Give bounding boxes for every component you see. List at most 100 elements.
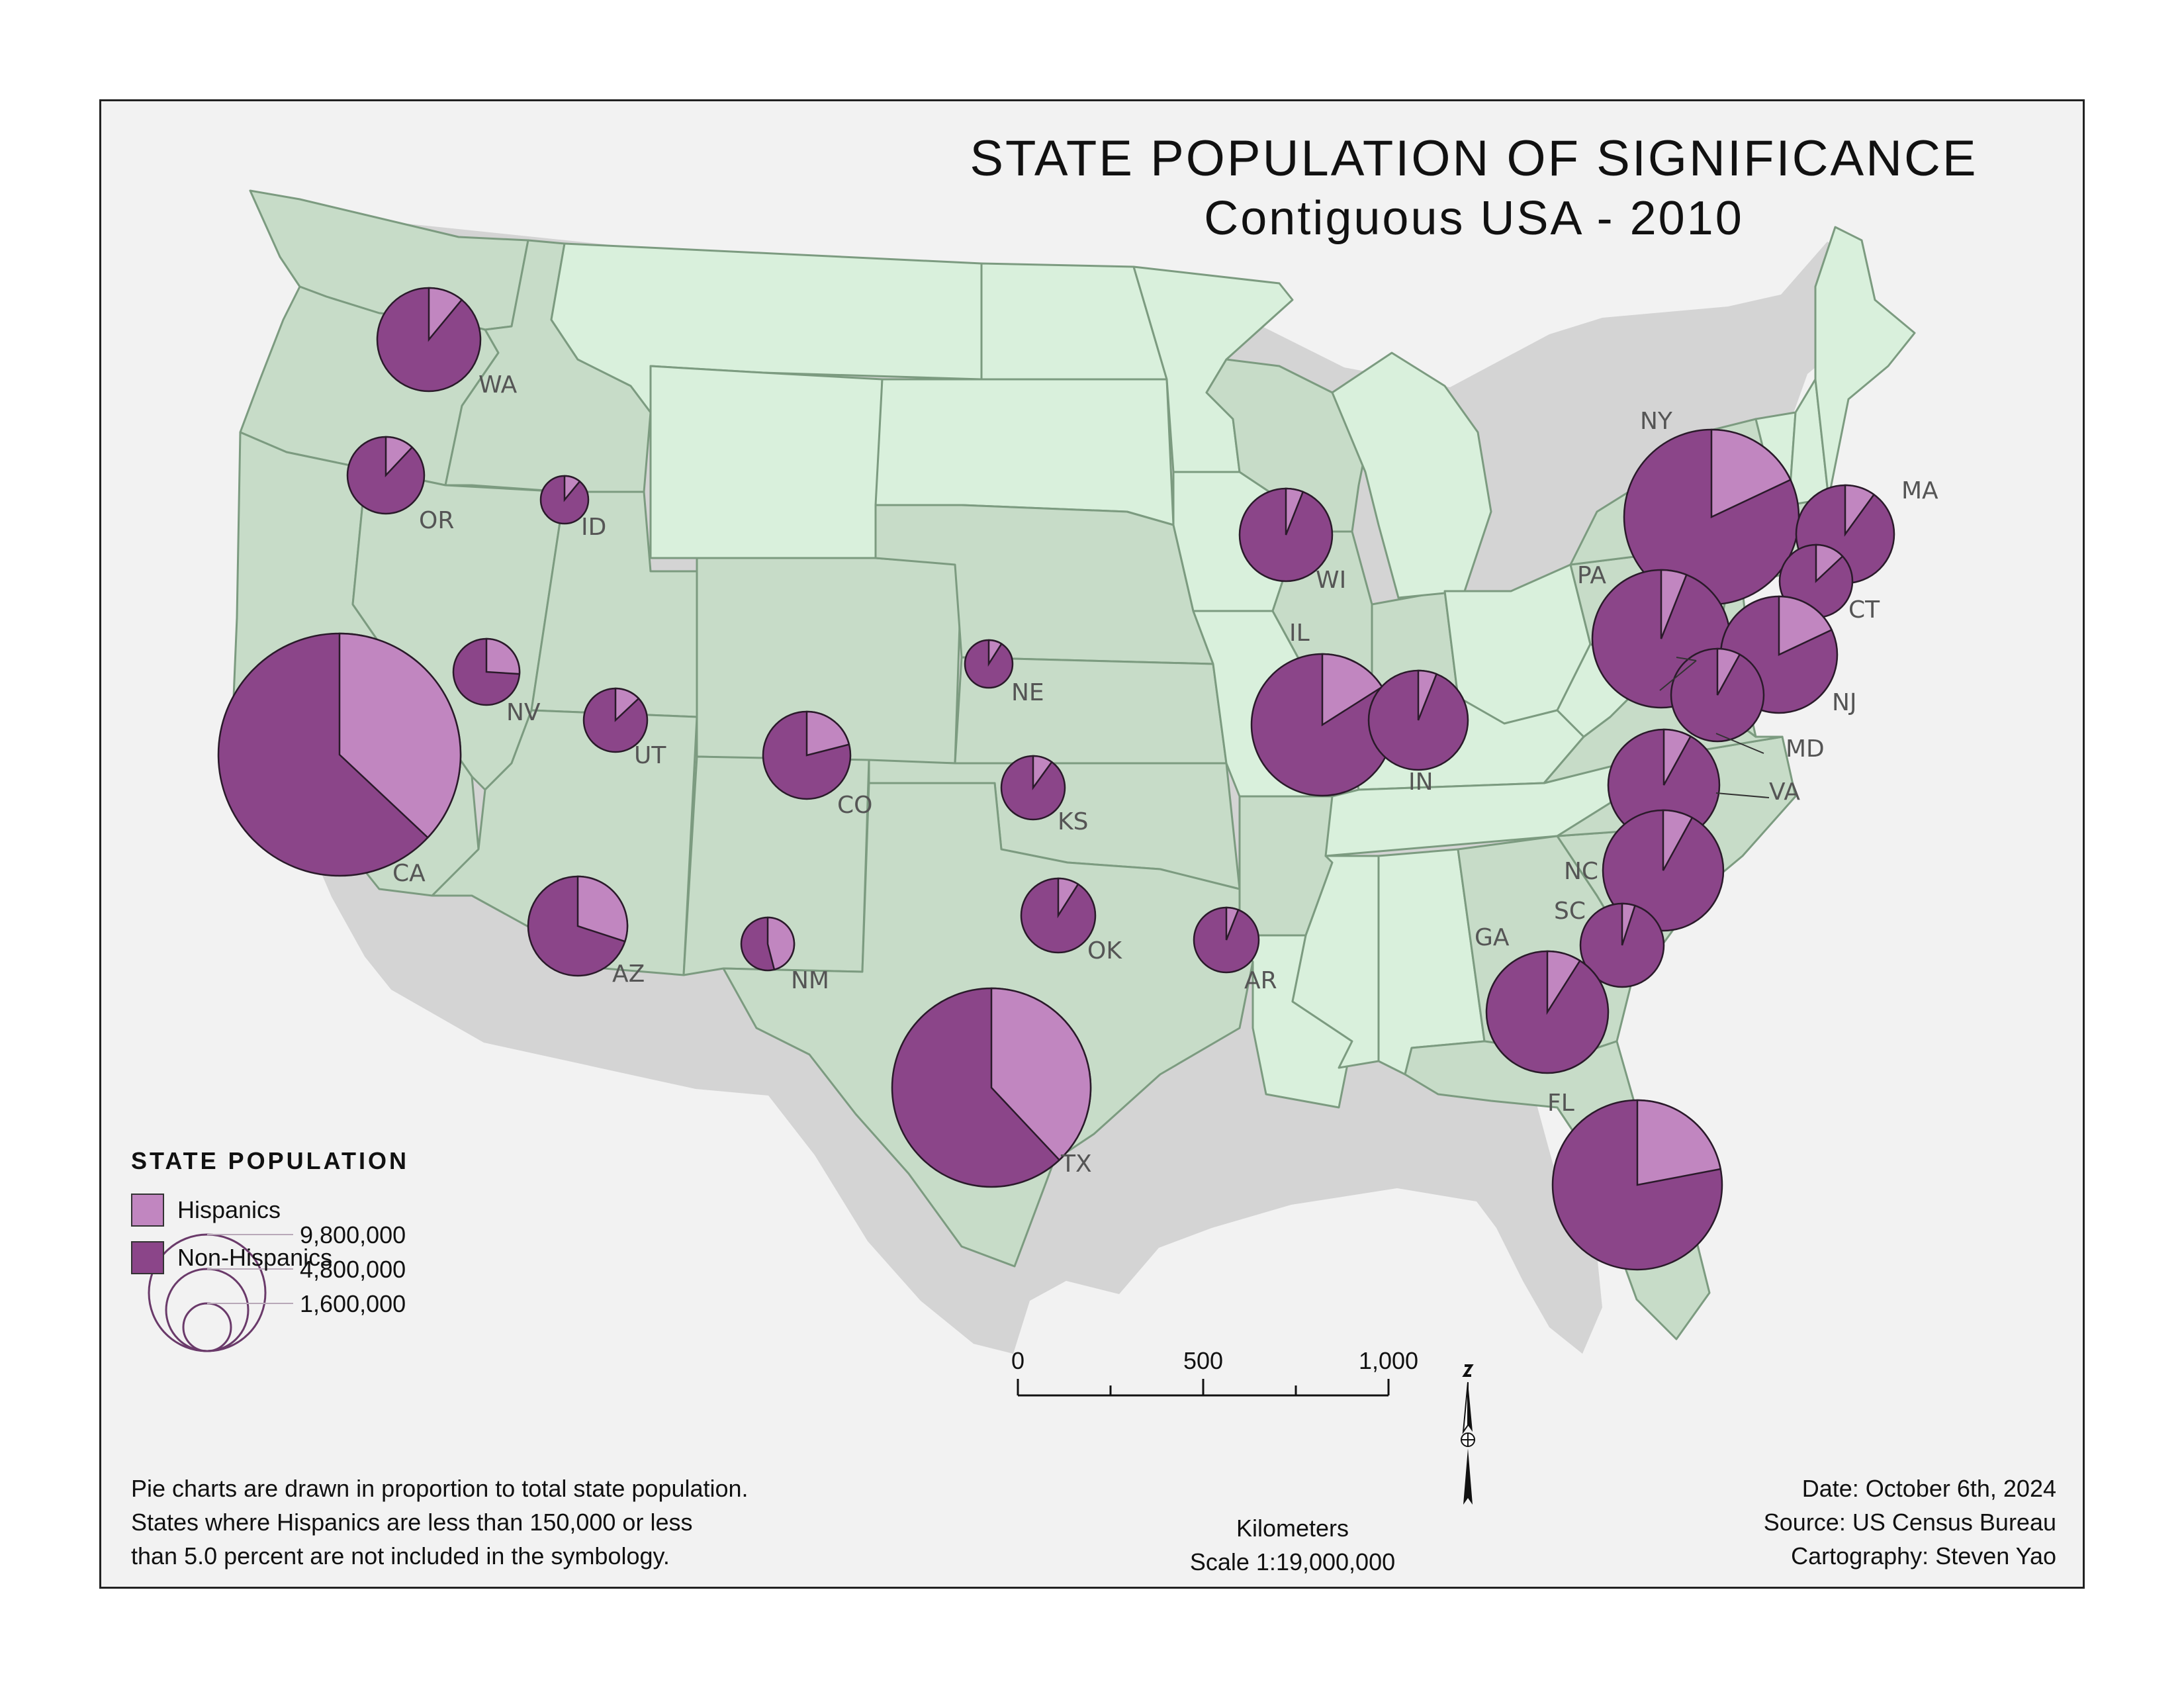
state-label-ok: OK: [1087, 937, 1122, 964]
scale-bar: [1017, 1379, 1390, 1397]
note-line-3: than 5.0 percent are not included in the…: [131, 1542, 670, 1570]
credit-date: Date: October 6th, 2024: [1801, 1475, 2056, 1502]
pie-nc: [1602, 809, 1725, 932]
note-line-1: Pie charts are drawn in proportion to to…: [131, 1475, 749, 1502]
pie-ar: [1193, 906, 1260, 974]
pie-va: [1607, 728, 1721, 842]
hispanic-slice: [1621, 902, 1637, 946]
hispanic-slice: [385, 436, 414, 478]
credit-cartography: Cartography: Steven Yao: [1791, 1542, 2056, 1570]
hispanic-slice: [1710, 428, 1792, 518]
state-label-nv: NV: [506, 699, 541, 726]
projection: Projection: Albers Equal Area Conic: [962, 1579, 1623, 1587]
hispanic-slice: [1662, 728, 1692, 786]
leader-lines: [1659, 657, 1770, 798]
pie-tx: [891, 987, 1092, 1188]
hispanic-slice: [1716, 647, 1741, 696]
hispanic-slice: [805, 710, 850, 757]
hispanic-slice: [576, 875, 629, 943]
state-label-ks: KS: [1058, 808, 1088, 835]
state-label-ca: CA: [392, 860, 426, 887]
map-title: STATE POPULATION OF SIGNIFICANCE Contigu…: [911, 129, 2036, 248]
legend-item-hispanic: Hispanics: [131, 1194, 727, 1227]
state-label-co: CO: [837, 792, 872, 819]
pie-sc: [1579, 902, 1665, 988]
state-label-va: VA: [1769, 778, 1800, 806]
pie-fl: [1551, 1099, 1723, 1271]
state-label-ga: GA: [1475, 924, 1510, 951]
state-label-pa: PA: [1577, 562, 1606, 589]
state-sd: [874, 378, 1175, 526]
pie-md: [1670, 647, 1765, 743]
pie-il: [1250, 653, 1394, 797]
scale-tick-500: 500: [1183, 1347, 1223, 1374]
pie-wi: [1238, 487, 1334, 583]
legend-title: STATE POPULATION: [131, 1147, 409, 1174]
state-wy: [649, 365, 884, 559]
hispanic-slice: [1321, 653, 1384, 727]
state-label-ma: MA: [1901, 477, 1938, 504]
hispanic-slice: [1778, 595, 1833, 656]
pie-or: [346, 436, 426, 515]
credits: Date: October 6th, 2024 Source: US Censu…: [1461, 1472, 2056, 1573]
state-label-nc: NC: [1564, 858, 1598, 885]
hispanic-slice: [1032, 755, 1053, 790]
hispanic-slice: [1662, 809, 1694, 871]
pie-ca: [217, 632, 462, 877]
pie-nv: [452, 637, 521, 706]
hispanic-slice: [766, 916, 796, 971]
state-label-ny: NY: [1640, 408, 1673, 435]
state-label-id: ID: [581, 514, 606, 541]
methodology-note: Pie charts are drawn in proportion to to…: [131, 1472, 925, 1573]
size-ring-small: [182, 1302, 232, 1352]
state-label-in: IN: [1408, 769, 1433, 796]
state-me: [1814, 226, 1916, 500]
hispanic-slice: [1285, 487, 1304, 536]
pie-in: [1367, 669, 1469, 771]
state-label-or: OR: [419, 507, 454, 534]
state-label-nj: NJ: [1832, 689, 1857, 716]
hispanic-slice: [1057, 877, 1079, 919]
north-arrow-icon: [1461, 1364, 1475, 1505]
size-label-small: 1,600,000: [300, 1290, 406, 1317]
state-label-md: MD: [1786, 735, 1825, 763]
state-ms: [1291, 855, 1380, 1069]
scale-ratio: Scale 1:19,000,000: [1189, 1548, 1396, 1575]
state-label-wa: WA: [478, 371, 518, 399]
scale-units: Kilometers: [1236, 1515, 1349, 1542]
size-legend: 9,800,000 4,800,000 1,600,000: [148, 1221, 406, 1352]
hispanic-slice: [1660, 569, 1688, 639]
hispanic-slice: [614, 687, 640, 722]
non-hispanic-swatch: [131, 1241, 164, 1274]
state-az: [431, 709, 698, 976]
state-label-ut: UT: [634, 742, 666, 769]
state-label-ar: AR: [1244, 967, 1277, 994]
legend: STATE POPULATION Hispanics Non-Hispanics: [131, 1147, 727, 1274]
hispanic-slice: [1636, 1099, 1722, 1186]
note-line-2: States where Hispanics are less than 150…: [131, 1509, 693, 1536]
hispanic-slice: [428, 287, 463, 342]
hispanic-slice: [990, 987, 1092, 1162]
state-label-il: IL: [1289, 620, 1310, 647]
pie-az: [527, 875, 629, 977]
hispanic-slice: [563, 475, 581, 502]
pie-ks: [1000, 755, 1066, 821]
hispanic-label: Hispanics: [177, 1196, 281, 1223]
state-label-az: AZ: [612, 961, 645, 988]
pie-ne: [964, 639, 1014, 689]
state-label-sc: SC: [1554, 898, 1586, 925]
state-label-fl: FL: [1547, 1090, 1574, 1117]
map-frame: WA OR ID NV CA UT CO AZ NM NE KS OK TX AR WI IL IN NY MA CT…: [99, 99, 2085, 1589]
size-label-medium: 4,800,000: [300, 1256, 406, 1283]
pie-ga: [1485, 950, 1610, 1074]
hispanic-slice: [1225, 906, 1240, 941]
hispanic-slice: [1815, 543, 1844, 583]
scale-tick-0: 0: [1011, 1347, 1024, 1374]
state-label-wi: WI: [1316, 567, 1346, 594]
pie-nm: [740, 916, 796, 972]
state-label-ct: CT: [1848, 596, 1880, 624]
pie-wa: [376, 287, 482, 393]
legend-item-non-hispanic: Non-Hispanics: [131, 1241, 727, 1274]
